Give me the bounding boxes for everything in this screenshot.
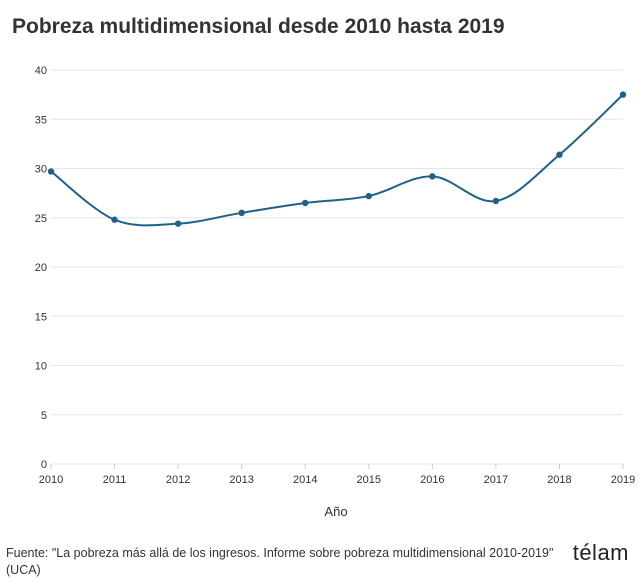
data-point-2012: [174, 220, 182, 227]
y-axis-ticks: 0 5 10 15 20 25 30 35 40: [35, 65, 47, 471]
x-tick-label-2012: 2012: [166, 474, 190, 486]
x-axis-ticks: 2010 2011 2012 2013 2014 2015 2016 2017 2018 2019: [39, 464, 635, 486]
data-points: [47, 91, 627, 227]
data-point-2010: [47, 168, 55, 175]
y-tick-label-20: 20: [35, 262, 47, 274]
data-point-2018: [556, 151, 563, 158]
data-point-2011: [111, 216, 118, 223]
gridlines: [51, 69, 623, 465]
y-tick-label-5: 5: [41, 410, 47, 422]
y-tick-label-25: 25: [35, 213, 47, 225]
y-tick-label-10: 10: [35, 361, 47, 373]
x-tick-label-2018: 2018: [547, 474, 571, 486]
data-point-2014: [302, 199, 309, 207]
y-tick-label-15: 15: [35, 311, 47, 323]
y-tick-label-40: 40: [35, 65, 47, 77]
x-tick-label-2014: 2014: [293, 474, 317, 486]
x-tick-label-2019: 2019: [611, 474, 635, 486]
x-tick-label-2013: 2013: [229, 474, 253, 486]
chart-title: Pobreza multidimensional desde 2010 hast…: [12, 15, 505, 38]
x-axis-title: Año: [324, 504, 347, 519]
x-tick-label-2016: 2016: [420, 474, 444, 486]
y-tick-label-35: 35: [35, 114, 47, 126]
y-tick-label-30: 30: [35, 164, 47, 176]
data-point-2015: [365, 192, 372, 200]
y-tick-label-0: 0: [41, 459, 47, 471]
data-point-2019: [619, 91, 627, 98]
telam-logo: télam: [572, 540, 629, 565]
data-point-2013: [238, 209, 245, 217]
x-tick-label-2010: 2010: [39, 474, 63, 486]
source-note: Fuente: "La pobreza más allá de los ingr…: [6, 546, 554, 577]
data-series: [50, 93, 624, 227]
x-tick-label-2015: 2015: [357, 474, 381, 486]
data-point-2017: [492, 197, 500, 205]
x-tick-label-2011: 2011: [103, 474, 127, 486]
series-line-0: [50, 93, 624, 227]
data-point-2016: [429, 173, 436, 180]
x-tick-label-2017: 2017: [484, 474, 508, 486]
